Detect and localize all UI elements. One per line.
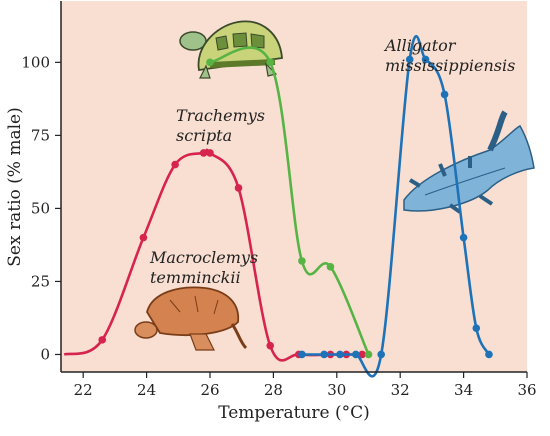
trachemys-data-point: [364, 350, 373, 359]
alligator-data-point: [298, 350, 306, 359]
macroclemys-species-label: Macroclemys temminckii: [149, 248, 258, 287]
trachemys-species-label: Trachemys scripta: [176, 106, 265, 145]
alligator-data-point: [472, 324, 481, 332]
x-tick-label: 22: [74, 381, 93, 399]
y-tick-label: 50: [31, 199, 50, 217]
y-axis-label: Sex ratio (% male): [5, 107, 25, 266]
x-axis-label: Temperature (°C): [218, 403, 370, 423]
trachemys-data-point: [298, 257, 306, 265]
macroclemys-data-point: [98, 336, 107, 344]
alligator-data-point: [352, 350, 360, 359]
trachemys-series-line: [209, 46, 370, 356]
macroclemys-data-point: [358, 350, 366, 359]
alligator-species-label: Alligator mississippiensis: [383, 36, 515, 75]
alligator-data-point: [485, 350, 493, 359]
macroclemys-data-point: [266, 341, 275, 350]
x-tick-label: 34: [454, 381, 473, 399]
y-tick-label: 75: [31, 126, 50, 144]
series-layer: [63, 34, 493, 378]
trachemys-data-point: [326, 263, 335, 271]
macroclemys-data-point: [234, 184, 243, 192]
x-tick-label: 26: [200, 381, 219, 399]
y-tick-label: 25: [31, 272, 50, 290]
alligator-data-point: [320, 350, 328, 359]
trachemys-turtle-illustration: [179, 20, 283, 79]
species-labels: Macroclemys temminckii Trachemys scripta All…: [149, 36, 515, 287]
macroclemys-data-point: [139, 233, 148, 242]
x-tick-label: 36: [517, 381, 536, 399]
alligator-data-point: [440, 90, 449, 99]
macroclemys-data-point: [199, 149, 208, 157]
alligator-data-point: [459, 233, 468, 242]
axes: 22 24 26 28 30 32 34 36 0 25 50 75 100: [21, 1, 537, 399]
alligator-data-point: [336, 350, 344, 359]
x-tick-label: 30: [327, 381, 346, 399]
alligator-illustration: [403, 110, 535, 214]
x-tick-label: 28: [264, 381, 283, 399]
alligator-data-point: [405, 55, 414, 64]
alligator-data-point: [377, 350, 385, 359]
species-illustrations: [134, 20, 535, 351]
trachemys-data-point: [266, 58, 275, 67]
y-tick-label: 0: [40, 345, 50, 363]
macroclemys-data-point: [206, 149, 214, 157]
x-tick-label: 24: [137, 381, 156, 399]
y-tick-label: 100: [21, 53, 50, 71]
trachemys-data-point: [206, 58, 214, 67]
macroclemys-data-point: [171, 160, 179, 169]
x-tick-label: 32: [391, 381, 410, 399]
alligator-data-point: [421, 55, 430, 64]
macroclemys-turtle-illustration: [134, 286, 248, 351]
